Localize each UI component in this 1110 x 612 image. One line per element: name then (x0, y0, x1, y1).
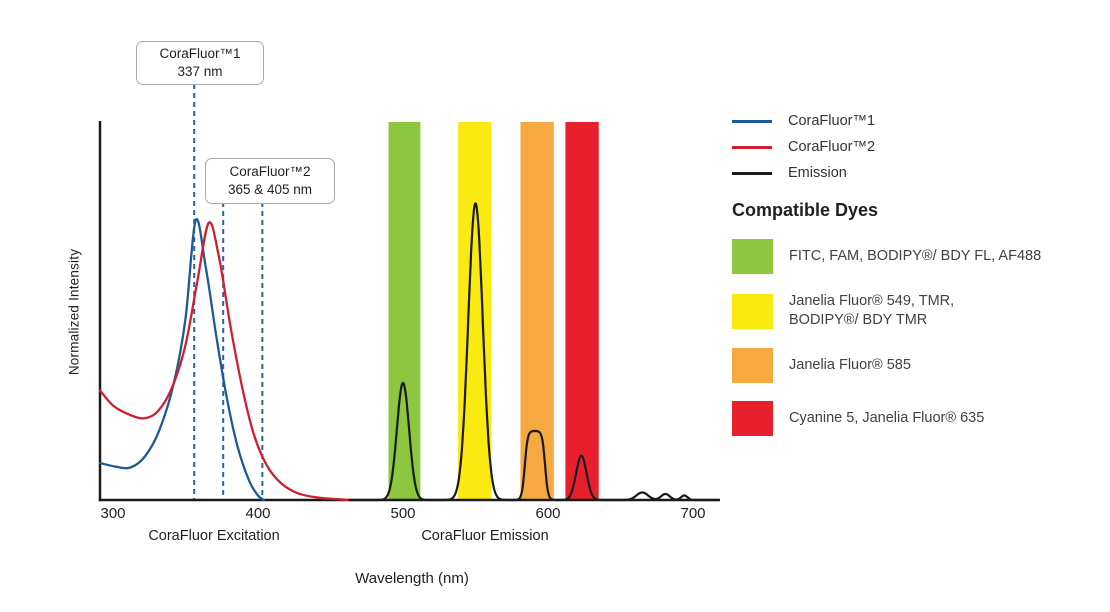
dye-label: Janelia Fluor® 585 (789, 357, 911, 373)
legend-label: CoraFluor™2 (788, 139, 876, 155)
dye-label: FITC, FAM, BODIPY®/ BDY FL, AF488 (789, 248, 1042, 264)
annotation-corafluor1-name: CoraFluor™1 (159, 46, 241, 61)
x-tick-label-300: 300 (100, 505, 126, 522)
annotation-corafluor1-value: 337 nm (177, 64, 223, 79)
emission-curve (348, 202, 719, 502)
dye-item: FITC, FAM, BODIPY®/ BDY FL, AF488 (732, 239, 1041, 274)
compatible-dyes-heading: Compatible Dyes (732, 200, 879, 220)
legend: CoraFluor™1 CoraFluor™2 Emission (732, 108, 875, 186)
dye-item: Cyanine 5, Janelia Fluor® 635 (732, 401, 1041, 436)
dye-list: FITC, FAM, BODIPY®/ BDY FL, AF488 Janelia… (732, 239, 1041, 436)
legend-label: Emission (788, 165, 847, 181)
filter-bands (388, 122, 599, 500)
dye-label: Janelia Fluor® 549, TMR, BODIPY®/ BDY TM… (789, 293, 955, 328)
dye-color-swatch (732, 348, 773, 383)
dye-color-swatch (732, 239, 773, 274)
annotation-corafluor2: CoraFluor™2 365 & 405 nm (205, 158, 335, 204)
y-axis-label: Normalized Intensity (66, 248, 82, 376)
x-tick-label-700: 700 (680, 505, 706, 522)
dye-label: Cyanine 5, Janelia Fluor® 635 (789, 410, 985, 426)
legend-label: CoraFluor™1 (788, 113, 876, 129)
dye-color-swatch (732, 293, 773, 329)
x-axis-group-label-excitation: CoraFluor Excitation (148, 528, 280, 544)
dye-color-swatch (732, 401, 773, 436)
annotation-corafluor2-value: 365 & 405 nm (227, 182, 313, 197)
filter-band (520, 122, 554, 500)
x-tick-label-600: 600 (535, 505, 561, 522)
legend-item: CoraFluor™1 (732, 108, 875, 134)
legend-item: Emission (732, 160, 875, 186)
x-axis-title: Wavelength (nm) (355, 570, 469, 587)
dye-item: Janelia Fluor® 585 (732, 348, 1041, 383)
x-axis-group-label-emission: CoraFluor Emission (421, 528, 549, 544)
dye-item: Janelia Fluor® 549, TMR, BODIPY®/ BDY TM… (732, 292, 1041, 330)
legend-line-swatch (732, 171, 772, 175)
legend-line-swatch (732, 119, 772, 123)
legend-item: CoraFluor™2 (732, 134, 875, 160)
excitation-curve-1 (98, 217, 265, 502)
filter-band (565, 122, 599, 500)
filter-band (388, 122, 421, 500)
x-tick-label-500: 500 (390, 505, 416, 522)
x-tick-label-400: 400 (245, 505, 271, 522)
legend-line-swatch (732, 145, 772, 149)
annotation-corafluor1: CoraFluor™1 337 nm (136, 41, 264, 85)
excitation-curve-2 (98, 221, 351, 502)
annotation-corafluor2-name: CoraFluor™2 (229, 164, 311, 179)
